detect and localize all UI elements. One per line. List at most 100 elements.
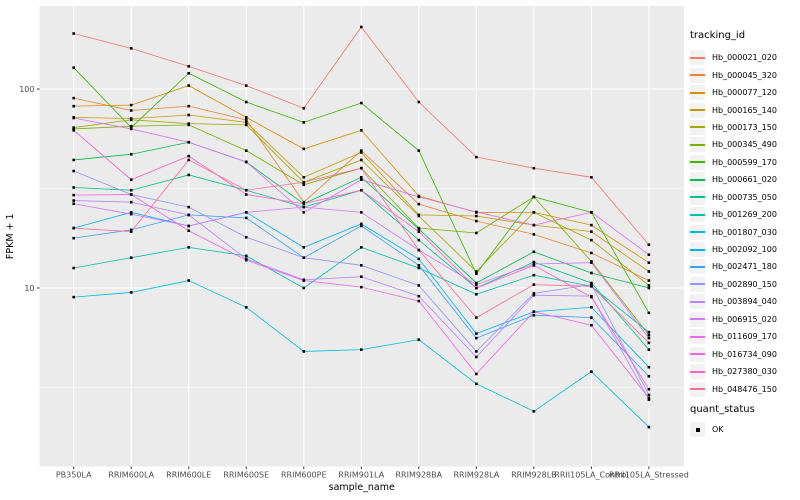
- data-point: [187, 224, 191, 228]
- y-axis-title: FPKM + 1: [5, 213, 16, 259]
- legend-key-line: [690, 161, 705, 164]
- data-point: [129, 256, 133, 259]
- data-point: [647, 330, 651, 334]
- data-point: [475, 270, 478, 273]
- data-point: [244, 193, 248, 196]
- data-point: [129, 230, 133, 233]
- data-point: [360, 246, 363, 249]
- data-point: [360, 224, 363, 228]
- x-tick-label: RRIM901LA: [338, 471, 384, 480]
- data-point: [532, 211, 536, 214]
- legend-item: Hb_002092_100: [690, 241, 800, 258]
- data-point: [647, 393, 651, 397]
- data-point: [475, 292, 478, 296]
- legend2-item-label: OK: [712, 425, 724, 435]
- data-point: [187, 154, 191, 158]
- legend-key-swatch: [690, 294, 705, 310]
- data-point: [187, 229, 191, 233]
- data-point: [590, 370, 593, 373]
- data-point: [532, 260, 536, 264]
- data-point: [532, 250, 536, 254]
- legend-key-line: [690, 353, 705, 356]
- data-point: [72, 129, 75, 132]
- data-point: [417, 227, 421, 231]
- legend2-item: OK: [690, 421, 800, 438]
- legend-item: Hb_011609_170: [690, 328, 800, 345]
- legend-key-swatch: [690, 224, 705, 240]
- data-point: [360, 158, 363, 162]
- data-point: [72, 104, 75, 108]
- data-point: [244, 258, 248, 262]
- data-point: [244, 254, 248, 258]
- data-point: [360, 166, 363, 170]
- data-point: [417, 338, 421, 341]
- data-point: [417, 195, 421, 199]
- data-point: [302, 205, 306, 209]
- data-point: [360, 175, 363, 179]
- data-point: [647, 311, 651, 315]
- legend-item: Hb_000661_020: [690, 171, 800, 188]
- data-point: [302, 246, 306, 249]
- legend-key-swatch: [690, 67, 705, 83]
- data-point: [647, 374, 651, 378]
- legend-item-label: Hb_001269_200: [712, 210, 777, 220]
- legend-key-line: [690, 318, 705, 321]
- legend-item-label: Hb_000021_020: [712, 53, 777, 63]
- data-point: [475, 355, 478, 359]
- legend-item-label: Hb_000661_020: [712, 175, 777, 185]
- data-point: [360, 264, 363, 267]
- data-point: [129, 127, 133, 131]
- legend-item-label: Hb_001807_030: [712, 227, 777, 237]
- data-point: [532, 283, 536, 286]
- legend2-title: quant_status: [690, 404, 755, 415]
- data-point: [475, 283, 478, 286]
- data-point: [72, 266, 75, 270]
- legend2-key-swatch: [690, 422, 705, 438]
- data-point: [532, 166, 536, 170]
- data-point: [244, 211, 248, 214]
- legend-key-swatch: [690, 381, 705, 397]
- data-point: [590, 281, 593, 285]
- data-point: [475, 382, 478, 386]
- data-point: [360, 178, 363, 182]
- data-point: [129, 103, 133, 107]
- data-point: [360, 129, 363, 132]
- data-point: [647, 279, 651, 282]
- data-point: [244, 123, 248, 127]
- legend-key-swatch: [690, 207, 705, 223]
- legend-item-label: Hb_006915_020: [712, 314, 777, 324]
- x-tick-label: RRIM928LB: [511, 471, 557, 480]
- data-point: [647, 348, 651, 351]
- data-point: [129, 152, 133, 156]
- legend-key-swatch: [690, 276, 705, 292]
- data-point: [647, 284, 651, 287]
- data-point: [187, 104, 191, 108]
- legend-key-line: [690, 265, 705, 268]
- data-point: [647, 286, 651, 290]
- data-point: [360, 149, 363, 152]
- data-point: [129, 200, 133, 204]
- data-point: [129, 291, 133, 294]
- data-point: [647, 333, 651, 337]
- x-tick-label: RRIM600LE: [166, 471, 211, 480]
- data-point: [647, 270, 651, 273]
- legend-item-label: Hb_002471_180: [712, 262, 777, 272]
- data-point: [590, 271, 593, 275]
- data-point: [129, 118, 133, 122]
- legend-item: Hb_000173_150: [690, 119, 800, 136]
- legend-item: Hb_016734_090: [690, 345, 800, 362]
- data-point: [417, 230, 421, 233]
- data-point: [72, 66, 75, 69]
- data-point: [302, 286, 306, 290]
- data-point: [475, 281, 478, 285]
- data-point: [244, 188, 248, 192]
- legend-key-line: [690, 91, 705, 94]
- legend-key-line: [690, 231, 705, 234]
- legend-key-swatch: [690, 85, 705, 101]
- legend-item: Hb_003894_040: [690, 293, 800, 310]
- data-point: [244, 121, 248, 124]
- legend-item-label: Hb_000045_320: [712, 70, 777, 80]
- data-point: [129, 178, 133, 182]
- data-point: [532, 223, 536, 227]
